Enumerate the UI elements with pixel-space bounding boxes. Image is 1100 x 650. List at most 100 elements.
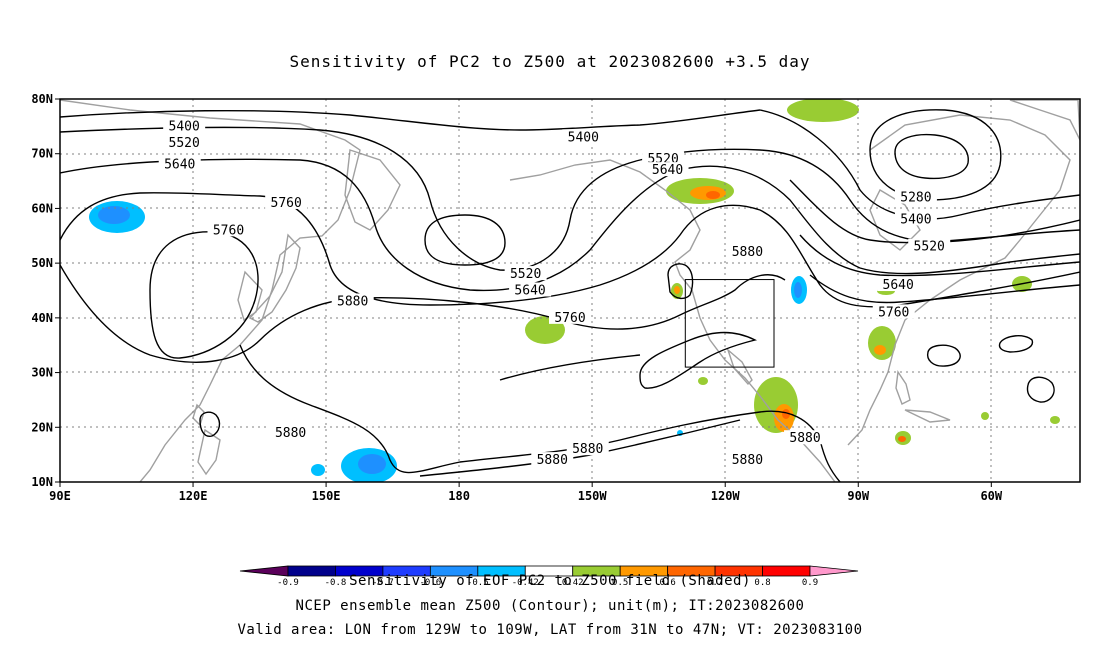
lon-tick-label-6: 90W xyxy=(847,489,869,503)
colorbar-label-6: 0.42 xyxy=(562,578,584,588)
lon-tick-label-2: 150E xyxy=(312,489,341,503)
contour-label-16: 5760 xyxy=(554,311,585,326)
contour-label-bg-1 xyxy=(163,134,206,149)
lon-tick-label-4: 150W xyxy=(578,489,608,503)
contour-label-bg-22 xyxy=(726,452,769,467)
coast-philippines xyxy=(197,428,221,476)
coast-korea xyxy=(237,270,263,322)
contour-label-5: 5400 xyxy=(568,130,599,145)
colorbar-label-2: -0.7 xyxy=(372,578,394,588)
coast-hudson xyxy=(869,189,921,251)
lat-tick-label-3: 50N xyxy=(31,256,53,270)
contour-5760-low-ak xyxy=(667,263,694,300)
shade-pos-b-core2 xyxy=(706,191,720,199)
contour-label-bg-10 xyxy=(908,238,951,253)
contour-5400-low xyxy=(869,109,1002,201)
contour-label-21: 5880 xyxy=(537,453,568,468)
contour-label-bg-3 xyxy=(265,194,308,209)
shade-pos-l xyxy=(1050,416,1060,424)
contour-label-bg-14 xyxy=(509,282,552,297)
coast-japan xyxy=(248,233,301,323)
contour-label-12: 5760 xyxy=(878,305,909,320)
shade-neg-d-core xyxy=(794,282,802,298)
contour-label-bg-20 xyxy=(566,441,609,456)
contour-label-bg-17 xyxy=(726,244,769,259)
lat-tick-label-2: 60N xyxy=(31,201,53,215)
shade-pos-d-core xyxy=(674,286,680,294)
contour-5400-west xyxy=(60,109,761,131)
contour-5880-east xyxy=(499,354,641,381)
contour-label-bg-6 xyxy=(642,151,685,166)
contour-label-bg-8 xyxy=(894,189,937,204)
shade-pos-e xyxy=(698,377,708,385)
contour-label-22: 5880 xyxy=(732,453,763,468)
shade-neg-c xyxy=(311,464,325,476)
contour-label-bg-0 xyxy=(163,118,206,133)
contour-5520-east xyxy=(789,179,1080,244)
colorbar-label-10: 0.8 xyxy=(754,578,770,588)
contour-label-bg-21 xyxy=(531,452,574,467)
contour-label-19: 5880 xyxy=(789,431,820,446)
colorbar-label-11: 0.9 xyxy=(802,578,818,588)
shade-pos-k xyxy=(981,412,989,420)
colorbar-label-5: -0.42 xyxy=(512,578,539,588)
contour-label-17: 5880 xyxy=(732,245,763,260)
figure-title: Sensitivity of PC2 to Z500 at 2023082600… xyxy=(289,52,811,71)
contour-label-8: 5280 xyxy=(900,190,931,205)
contour-labels: 5400 5520 5640 5760 5760 5400 5520 5640 5280 5400… xyxy=(158,118,951,468)
colorbar-label-1: -0.8 xyxy=(325,578,347,588)
contour-label-bg-12 xyxy=(872,304,915,319)
lat-tick-label-1: 70N xyxy=(31,147,53,161)
coast-cuba xyxy=(904,409,951,423)
contour-5880-loop-b xyxy=(926,344,961,367)
coast-alaska xyxy=(509,159,836,482)
contour-label-bg-2 xyxy=(158,156,201,171)
contour-label-7: 5640 xyxy=(652,163,683,178)
lat-tick-label-6: 20N xyxy=(31,420,53,434)
contour-5520-low xyxy=(424,214,506,266)
grid xyxy=(60,99,1080,482)
colorbar-label-3: -0.6 xyxy=(420,578,442,588)
coastlines xyxy=(60,99,1080,482)
contour-label-9: 5400 xyxy=(900,212,931,227)
contour-label-14: 5640 xyxy=(514,284,545,299)
coast-baja xyxy=(726,347,753,386)
colorbar: -0.9 -0.8 -0.7 -0.6 -0.5 -0.42 0.42 0.5 0.6 0.7 0.… xyxy=(239,565,859,588)
contour-5880 xyxy=(60,264,786,363)
lon-tick-label-7: 60W xyxy=(980,489,1002,503)
shade-neg-b-core xyxy=(358,454,386,474)
contour-5880-lobe xyxy=(639,331,758,389)
contour-label-3: 5760 xyxy=(271,196,302,211)
contour-label-2: 5640 xyxy=(164,158,195,173)
colorbar-cap-right xyxy=(809,565,859,577)
contour-5760-east xyxy=(809,274,1080,304)
contour-5760-ring xyxy=(149,231,259,359)
colorbar-label-8: 0.6 xyxy=(660,578,676,588)
contour-5280-low xyxy=(894,133,969,180)
contour-label-11: 5640 xyxy=(883,278,914,293)
contour-5760 xyxy=(60,192,1080,308)
contour-5880-loop-d xyxy=(1026,376,1055,403)
contour-label-bg-13 xyxy=(504,266,547,281)
contour-label-1: 5520 xyxy=(169,136,200,151)
contour-label-18: 5880 xyxy=(275,426,306,441)
contour-label-10: 5520 xyxy=(914,240,945,255)
colorbar-label-4: -0.5 xyxy=(467,578,489,588)
contour-label-4: 5760 xyxy=(213,223,244,238)
lat-tick-label-0: 80N xyxy=(31,92,53,106)
contour-label-bg-5 xyxy=(562,129,605,144)
contour-label-0: 5400 xyxy=(169,119,200,134)
contour-label-bg-15 xyxy=(331,293,374,308)
contour-label-bg-18 xyxy=(269,424,312,439)
contour-5880-loop-a xyxy=(199,411,221,437)
coast-florida xyxy=(895,370,911,405)
colorbar-label-0: -0.9 xyxy=(277,578,299,588)
coast-canada-east xyxy=(847,114,1071,446)
contour-5640-east xyxy=(799,234,1080,277)
contour-label-bg-7 xyxy=(646,162,689,177)
caption-line-1: Sensitivity of EOF PC2 to Z500 field (Sh… xyxy=(349,573,751,589)
contour-5640 xyxy=(60,158,1080,292)
contour-5880-loop-c xyxy=(998,335,1034,353)
caption-line-2: NCEP ensemble mean Z500 (Contour); unit(… xyxy=(295,598,805,614)
